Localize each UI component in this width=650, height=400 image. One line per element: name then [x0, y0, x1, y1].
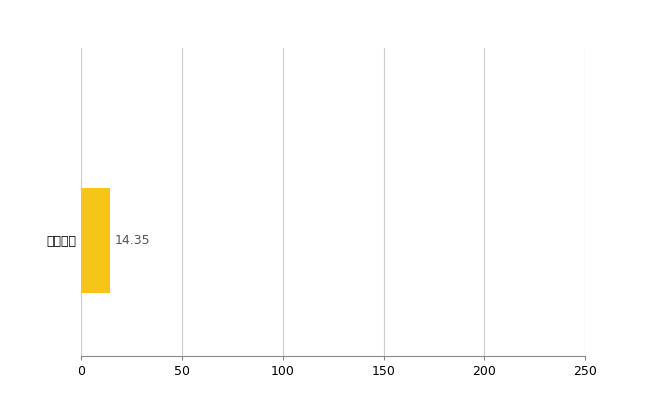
Text: 14.35: 14.35	[114, 234, 150, 247]
Bar	[81, 188, 110, 294]
Bar	[81, 380, 512, 400]
